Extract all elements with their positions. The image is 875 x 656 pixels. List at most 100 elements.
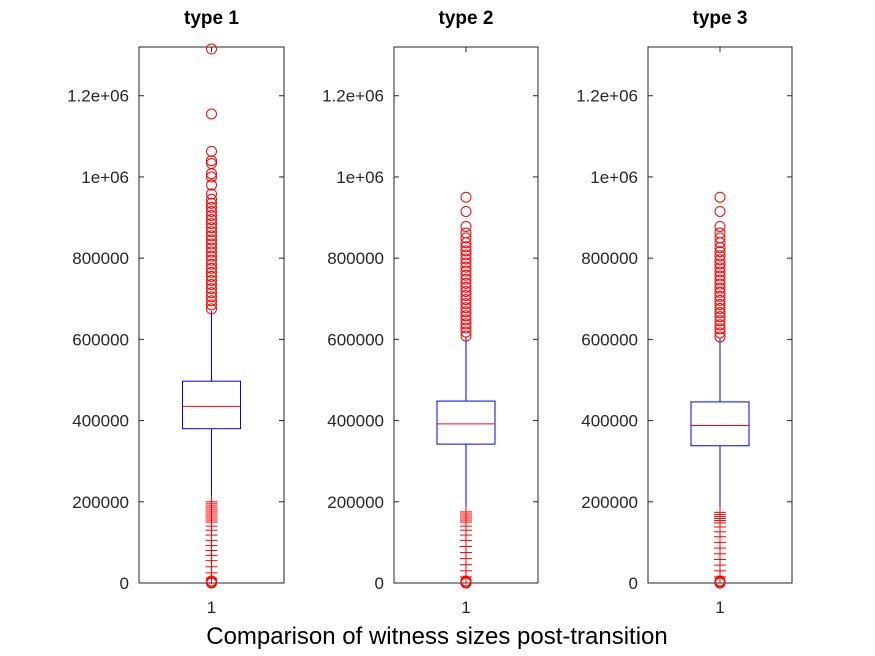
panel-title: type 1 bbox=[184, 8, 239, 29]
outlier-point bbox=[460, 253, 472, 265]
outlier-point bbox=[460, 245, 472, 257]
outlier-point bbox=[460, 322, 472, 334]
outlier-point bbox=[460, 298, 472, 310]
outlier-point bbox=[206, 238, 217, 250]
outlier-point bbox=[714, 191, 726, 203]
outlier-point bbox=[460, 232, 472, 244]
outlier-point bbox=[460, 290, 472, 302]
outlier-point bbox=[460, 277, 472, 289]
outlier-point bbox=[460, 318, 472, 330]
outlier-point bbox=[206, 295, 217, 307]
outlier-point bbox=[206, 201, 217, 213]
outlier-point bbox=[206, 242, 217, 254]
outlier-point bbox=[206, 230, 217, 242]
outlier-point bbox=[460, 205, 472, 217]
outlier-point bbox=[206, 205, 217, 217]
outlier-point bbox=[206, 188, 217, 200]
outlier-point bbox=[206, 234, 217, 246]
x-tick-label: 1 bbox=[461, 598, 470, 617]
outlier-point bbox=[714, 286, 726, 298]
outlier-point bbox=[714, 254, 726, 266]
outlier-point bbox=[206, 145, 217, 157]
outlier-point bbox=[714, 331, 726, 343]
outlier-point bbox=[714, 258, 726, 270]
outlier-point bbox=[206, 179, 217, 191]
outlier-point bbox=[206, 279, 217, 291]
y-tick-label: 0 bbox=[375, 574, 384, 593]
outlier-point bbox=[714, 205, 726, 217]
outlier-point bbox=[714, 266, 726, 278]
y-tick-label: 400000 bbox=[327, 412, 384, 431]
outlier-point bbox=[714, 319, 726, 331]
outlier-point bbox=[714, 246, 726, 258]
outlier-point bbox=[714, 232, 726, 244]
outlier-point bbox=[714, 262, 726, 274]
y-tick-label: 600000 bbox=[327, 330, 384, 349]
outlier-point bbox=[206, 283, 217, 295]
iqr-box bbox=[690, 401, 750, 447]
outlier-point bbox=[714, 307, 726, 319]
outlier-point bbox=[714, 250, 726, 262]
y-tick-label: 800000 bbox=[327, 249, 384, 268]
outlier-point bbox=[714, 327, 726, 339]
outlier-point bbox=[460, 326, 472, 338]
outlier-point bbox=[460, 285, 472, 297]
outlier-point bbox=[206, 303, 217, 315]
panel-title: type 3 bbox=[693, 8, 748, 29]
outlier-point bbox=[206, 155, 217, 167]
y-tick-label: 1e+06 bbox=[590, 168, 638, 187]
y-tick-label: 800000 bbox=[581, 249, 638, 268]
outlier-point bbox=[714, 274, 726, 286]
outlier-point bbox=[460, 273, 472, 285]
y-tick-label: 800000 bbox=[72, 249, 129, 268]
outlier-point bbox=[714, 278, 726, 290]
y-tick-label: 400000 bbox=[72, 412, 129, 431]
outlier-point bbox=[714, 311, 726, 323]
iqr-box bbox=[182, 380, 241, 430]
outlier-point bbox=[460, 241, 472, 253]
boxplot-panel: 0 200000 400000 600000 800000 1e+06 1.2e+06 1 ty… bbox=[576, 8, 793, 617]
outlier-point bbox=[460, 249, 472, 261]
outlier-point bbox=[460, 306, 472, 318]
y-tick-label: 600000 bbox=[72, 330, 129, 349]
outlier-point bbox=[460, 227, 472, 239]
outlier-point bbox=[460, 220, 472, 232]
x-tick-label: 1 bbox=[715, 598, 724, 617]
outlier-point bbox=[714, 323, 726, 335]
y-tick-label: 200000 bbox=[581, 493, 638, 512]
outlier-point bbox=[714, 298, 726, 310]
outlier-point bbox=[206, 291, 217, 303]
outlier-point bbox=[714, 315, 726, 327]
outlier-point bbox=[714, 577, 726, 589]
outlier-point bbox=[206, 577, 217, 589]
outlier-point bbox=[460, 257, 472, 269]
outlier-point bbox=[460, 269, 472, 281]
outlier-point bbox=[206, 287, 217, 299]
outlier-point bbox=[206, 254, 217, 266]
outlier-point bbox=[206, 274, 217, 286]
outlier-point bbox=[206, 250, 217, 262]
outlier-point bbox=[206, 266, 217, 278]
outlier-point bbox=[206, 210, 217, 222]
outlier-point bbox=[460, 577, 472, 589]
iqr-box bbox=[436, 400, 496, 445]
outlier-point bbox=[714, 282, 726, 294]
y-tick-label: 1e+06 bbox=[336, 168, 384, 187]
outlier-point bbox=[460, 310, 472, 322]
outlier-point bbox=[460, 191, 472, 203]
outlier-point bbox=[206, 171, 217, 183]
outlier-point bbox=[460, 281, 472, 293]
outlier-point bbox=[714, 294, 726, 306]
y-tick-label: 400000 bbox=[581, 412, 638, 431]
y-tick-label: 1.2e+06 bbox=[322, 87, 384, 106]
outlier-point bbox=[206, 226, 217, 238]
outlier-point bbox=[460, 294, 472, 306]
outlier-point bbox=[460, 302, 472, 314]
y-tick-label: 1.2e+06 bbox=[67, 87, 129, 106]
outlier-point bbox=[206, 193, 217, 205]
outlier-point bbox=[714, 220, 726, 232]
outlier-point bbox=[460, 265, 472, 277]
outlier-point bbox=[206, 270, 217, 282]
y-tick-label: 1.2e+06 bbox=[576, 87, 638, 106]
